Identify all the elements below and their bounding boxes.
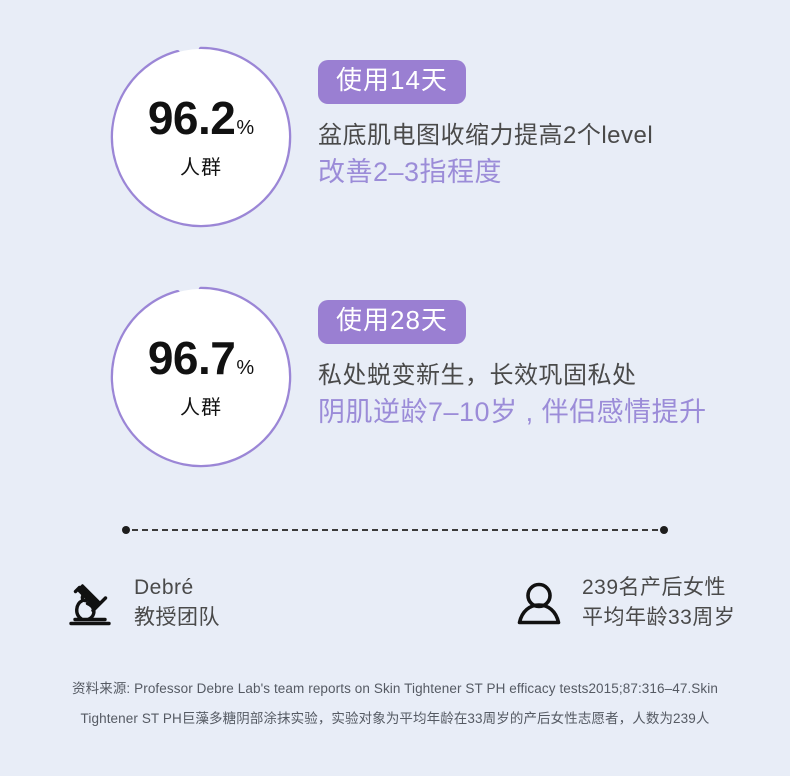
stat-circle-1: 96.2 % 人群 xyxy=(108,44,294,230)
stat-sub-line-2: 私处蜕变新生，长效巩固私处 xyxy=(318,361,637,389)
credit-line-1: 239名产后女性 xyxy=(582,576,727,599)
credit-line-2: 平均年龄33周岁 xyxy=(582,606,736,630)
stat-circle-inner-2: 96.7 % 人群 xyxy=(113,289,289,465)
section-divider xyxy=(122,525,668,535)
stat-percent-line-1: 96.2 % xyxy=(148,95,254,141)
stat-row-28-days: 96.7 % 人群 使用28天 私处蜕变新生，长效巩固私处 阴肌逆龄7–10岁 … xyxy=(0,284,707,470)
stat-caption-1: 人群 xyxy=(180,156,222,179)
divider-dot-right xyxy=(660,526,668,534)
person-icon xyxy=(510,574,568,632)
stat-accent-line-2: 阴肌逆龄7–10岁 , 伴侣感情提升 xyxy=(318,397,707,428)
source-footnote: 资料来源: Professor Debre Lab's team reports… xyxy=(0,674,790,733)
credit-line-2: 教授团队 xyxy=(134,606,220,630)
footnote-line-2: Tightener ST PH巨藻多糖阴部涂抹实验，实验对象为平均年龄在33周岁… xyxy=(80,710,710,726)
stat-percent-sign-1: % xyxy=(236,116,255,139)
stat-sub-line-1: 盆底肌电图收缩力提高2个level xyxy=(318,121,654,149)
stat-percent-value-1: 96.2 xyxy=(147,91,236,144)
credit-participants: 239名产后女性 平均年龄33周岁 xyxy=(510,574,735,633)
stat-circle-inner-1: 96.2 % 人群 xyxy=(113,49,289,225)
credit-text-research-team: Debré 教授团队 xyxy=(134,574,220,633)
stat-percent-value-2: 96.7 xyxy=(147,331,236,384)
footnote-line-1: 资料来源: Professor Debre Lab's team reports… xyxy=(72,681,718,696)
microscope-icon xyxy=(62,574,120,632)
stat-percent-sign-2: % xyxy=(236,356,255,379)
credit-research-team: Debré 教授团队 xyxy=(62,574,220,633)
stat-row-14-days: 96.2 % 人群 使用14天 盆底肌电图收缩力提高2个level 改善2–3指… xyxy=(0,44,653,230)
credits-section: Debré 教授团队 239名产后女性 平均年龄33周岁 xyxy=(0,572,790,652)
duration-badge-28-days: 使用28天 xyxy=(318,300,466,344)
stat-caption-2: 人群 xyxy=(180,396,222,419)
stat-accent-line-1: 改善2–3指程度 xyxy=(318,157,503,188)
divider-dashed-line xyxy=(132,529,658,531)
credit-text-participants: 239名产后女性 平均年龄33周岁 xyxy=(582,574,735,633)
stat-circle-2: 96.7 % 人群 xyxy=(108,284,294,470)
divider-dot-left xyxy=(122,526,130,534)
stat-percent-line-2: 96.7 % xyxy=(148,335,254,381)
duration-badge-14-days: 使用14天 xyxy=(318,60,466,104)
stat-text-block-2: 使用28天 私处蜕变新生，长效巩固私处 阴肌逆龄7–10岁 , 伴侣感情提升 xyxy=(318,284,707,430)
stat-text-block-1: 使用14天 盆底肌电图收缩力提高2个level 改善2–3指程度 xyxy=(318,44,653,190)
credit-line-1: Debré xyxy=(134,576,194,599)
